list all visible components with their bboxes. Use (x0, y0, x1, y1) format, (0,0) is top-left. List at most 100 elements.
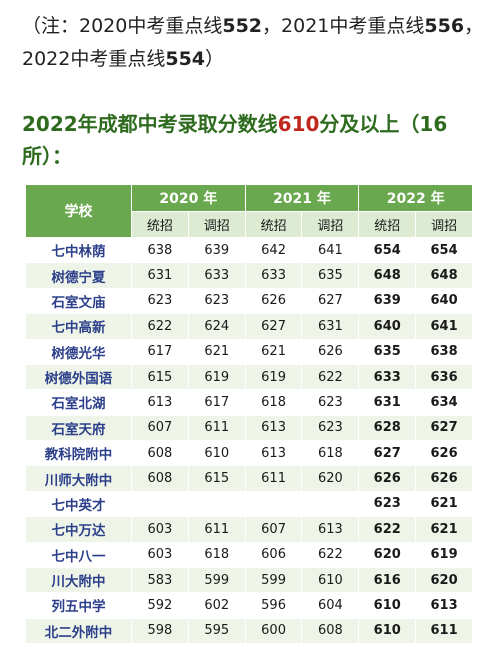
score-cell: 627 (358, 439, 417, 467)
score-cell: 619 (187, 363, 246, 391)
score-cell: 621 (415, 516, 473, 543)
note-2022-value: 554 (165, 48, 206, 70)
score-cell: 620 (358, 541, 417, 568)
score-cell: 622 (301, 363, 360, 391)
score-cell: 627 (244, 313, 303, 340)
score-cell: 608 (131, 439, 189, 467)
score-cell: 599 (244, 566, 303, 594)
score-cell: 618 (244, 389, 303, 416)
score-cell: 607 (244, 516, 303, 543)
score-cell: 613 (244, 439, 303, 467)
school-name-cell: 七中林荫 (25, 236, 132, 264)
school-name-cell: 七中高新 (25, 313, 132, 340)
score-cell: 616 (358, 566, 417, 594)
score-cell: 604 (301, 592, 360, 619)
score-cell: 627 (301, 287, 360, 315)
score-cell: 620 (301, 465, 360, 492)
school-name-cell: 树德外国语 (25, 363, 132, 391)
score-cell: 648 (415, 262, 473, 289)
score-cell: 592 (131, 592, 189, 619)
sub-header-tongzhao: 统招 (131, 211, 189, 238)
school-name-cell: 川大附中 (25, 566, 132, 594)
year-header-2020: 2020 年 (131, 184, 246, 212)
score-cell: 617 (131, 338, 189, 365)
score-cell: 638 (131, 236, 189, 264)
score-cell: 635 (301, 262, 360, 289)
score-cell: 626 (301, 338, 360, 365)
sub-header-tiaozhao: 调招 (415, 211, 473, 238)
score-cell: 626 (358, 465, 417, 492)
school-name-cell: 石室文庙 (25, 287, 132, 315)
school-name-cell: 列五中学 (25, 592, 132, 619)
table-row: 列五中学 592 602 596 604 610 613 (25, 592, 473, 619)
score-cell: 623 (187, 287, 246, 315)
sub-header-tongzhao: 统招 (244, 211, 303, 238)
school-name-cell: 川师大附中 (25, 465, 132, 492)
score-cell: 621 (415, 490, 473, 518)
score-cell: 627 (415, 414, 473, 442)
score-cell: 654 (358, 236, 417, 264)
note-close: ） (205, 48, 225, 70)
score-cell: 583 (131, 566, 189, 594)
score-cell: 623 (301, 414, 360, 442)
score-cell: 617 (187, 389, 246, 416)
score-cell: 642 (244, 236, 303, 264)
score-cell: 635 (358, 338, 417, 365)
score-cell: 619 (415, 541, 473, 568)
score-cell: 602 (187, 592, 246, 619)
table-row: 石室北湖 613 617 618 623 631 634 (25, 389, 473, 416)
table-row: 七中林荫 638 639 642 641 654 654 (25, 236, 473, 264)
score-cell: 610 (358, 617, 417, 645)
school-name-cell: 七中八一 (25, 541, 132, 568)
score-cell: 615 (187, 465, 246, 492)
score-cell: 639 (358, 287, 417, 315)
score-cell: 613 (301, 516, 360, 543)
score-cell: 640 (415, 287, 473, 315)
score-cell: 618 (187, 541, 246, 568)
score-cell: 610 (358, 592, 417, 619)
table-row: 川大附中 583 599 599 610 616 620 (25, 566, 473, 594)
score-cell: 626 (415, 439, 473, 467)
score-cell: 596 (244, 592, 303, 619)
score-cell: 628 (358, 414, 417, 442)
score-cell: 599 (187, 566, 246, 594)
table-row: 七中高新 622 624 627 631 640 641 (25, 313, 473, 340)
score-cell: 636 (415, 363, 473, 391)
score-cell: 619 (244, 363, 303, 391)
table-row: 树德外国语 615 619 619 622 633 636 (25, 363, 473, 391)
table-row: 石室天府 607 611 613 623 628 627 (25, 414, 473, 442)
score-cell: 623 (131, 287, 189, 315)
score-cell: 641 (415, 313, 473, 340)
score-note: （注：2020中考重点线552，2021中考重点线556，2022中考重点线55… (22, 10, 492, 76)
score-cell: 641 (301, 236, 360, 264)
table-row: 树德光华 617 621 621 626 635 638 (25, 338, 473, 365)
table-row: 七中八一 603 618 606 622 620 619 (25, 541, 473, 568)
score-cell: 611 (244, 465, 303, 492)
score-cell: 618 (301, 439, 360, 467)
score-cell: 633 (358, 363, 417, 391)
score-cell: 626 (415, 465, 473, 492)
section-heading: 2022年成都中考录取分数线610分及以上（16所）： (22, 108, 492, 172)
heading-score: 610 (277, 112, 320, 136)
score-cell (187, 490, 246, 518)
score-cell: 639 (187, 236, 246, 264)
school-name-cell: 树德宁夏 (25, 262, 132, 289)
school-name-cell: 七中英才 (25, 490, 132, 518)
score-cell: 611 (187, 516, 246, 543)
score-cell: 621 (244, 338, 303, 365)
school-name-cell: 教科院附中 (25, 439, 132, 467)
score-cell: 631 (358, 389, 417, 416)
note-mid2: ，2022中考重点线 (22, 15, 484, 70)
sub-header-tongzhao: 统招 (358, 211, 417, 238)
score-cell: 608 (301, 617, 360, 645)
score-cell: 611 (187, 414, 246, 442)
score-cell: 620 (415, 566, 473, 594)
score-cell: 610 (301, 566, 360, 594)
school-column-header: 学校 (25, 184, 132, 238)
table-row: 石室文庙 623 623 626 627 639 640 (25, 287, 473, 315)
score-cell: 631 (301, 313, 360, 340)
table-row: 教科院附中 608 610 613 618 627 626 (25, 439, 473, 467)
school-name-cell: 树德光华 (25, 338, 132, 365)
table-row: 七中万达 603 611 607 613 622 621 (25, 516, 473, 543)
score-cell: 648 (358, 262, 417, 289)
